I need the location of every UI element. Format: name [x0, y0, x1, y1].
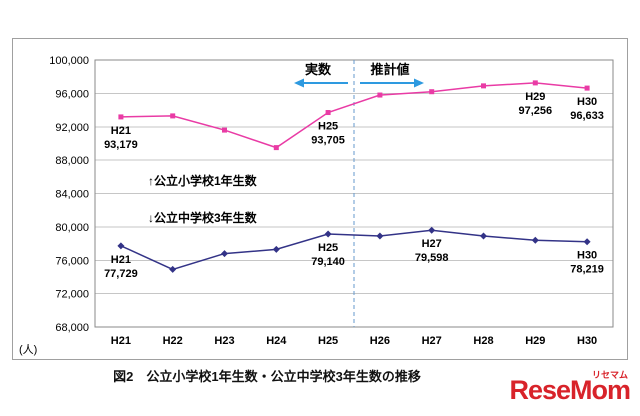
- y-tick-label: 100,000: [49, 55, 89, 67]
- data-point-marker: [273, 145, 279, 151]
- point-label-category: H21: [111, 125, 131, 137]
- x-tick-label: H26: [370, 335, 390, 347]
- y-tick-label: 72,000: [55, 289, 89, 301]
- point-label-category: H27: [422, 238, 442, 250]
- x-tick-label: H22: [163, 335, 183, 347]
- resemom-logo: リセマム ReseMom: [509, 368, 631, 405]
- data-point-marker: [221, 250, 228, 258]
- point-label-value: 77,729: [104, 268, 138, 280]
- point-label-category: H21: [111, 254, 131, 266]
- point-label-value: 93,179: [104, 139, 138, 151]
- y-tick-label: 84,000: [55, 189, 89, 201]
- x-tick-label: H23: [214, 335, 234, 347]
- data-point-marker: [325, 110, 331, 116]
- data-point-marker: [584, 85, 590, 91]
- y-tick-label: 76,000: [55, 255, 89, 267]
- data-point-marker: [480, 232, 487, 240]
- chart-caption: 図2 公立小学校1年生数・公立中学校3年生数の推移: [113, 369, 421, 384]
- point-label-value: 97,256: [518, 105, 552, 117]
- x-tick-label: H24: [266, 335, 287, 347]
- chart-area: 68,000 72,000 76,000 80,000 84,000 88,000 92,0…: [12, 38, 628, 360]
- line-chart-svg: 68,000 72,000 76,000 80,000 84,000 88,000 92,0…: [19, 55, 614, 356]
- data-point-marker: [531, 236, 539, 244]
- data-point-marker: [169, 265, 177, 273]
- y-tick-label: 80,000: [55, 222, 89, 234]
- data-point-marker: [117, 242, 125, 250]
- resemom-logo-ruby: リセマム: [591, 370, 628, 380]
- data-point-marker: [222, 127, 227, 133]
- x-tick-label: H21: [111, 335, 131, 347]
- estimate-arrow-head: [414, 78, 424, 88]
- x-tick-label: H28: [473, 335, 493, 347]
- data-point-marker: [272, 245, 280, 253]
- y-tick-label: 96,000: [55, 88, 89, 100]
- point-label-value: 79,598: [415, 252, 449, 264]
- data-point-marker: [377, 92, 383, 98]
- point-label-category: H25: [318, 242, 338, 254]
- y-tick-label: 92,000: [55, 122, 89, 134]
- data-point-marker: [118, 114, 124, 120]
- data-point-marker: [429, 89, 435, 95]
- data-point-marker: [428, 226, 436, 234]
- unit-label: (人): [19, 343, 37, 356]
- data-point-marker: [376, 232, 384, 240]
- x-tick-label: H25: [318, 335, 338, 347]
- point-label-category: H25: [318, 121, 338, 133]
- series-label-junior-high: ↓公立中学校3年生数: [148, 210, 258, 225]
- x-tick-label: H30: [577, 335, 597, 347]
- data-point-marker: [583, 238, 591, 246]
- data-point-marker: [170, 113, 176, 119]
- point-label-value: 93,705: [311, 135, 345, 147]
- y-tick-label: 88,000: [55, 155, 89, 167]
- annotation-actual: 実数: [305, 62, 332, 77]
- point-label-value: 79,140: [311, 256, 345, 268]
- x-tick-label: H29: [525, 335, 545, 347]
- point-label-value: 78,219: [570, 264, 604, 276]
- x-tick-label: H27: [422, 335, 442, 347]
- data-point-marker: [324, 230, 332, 238]
- point-label-category: H30: [577, 96, 597, 108]
- data-point-marker: [481, 83, 486, 89]
- y-tick-label: 68,000: [55, 322, 89, 334]
- series-label-elementary: ↑公立小学校1年生数: [148, 173, 258, 188]
- point-label-category: H29: [525, 91, 545, 103]
- point-label-category: H30: [577, 250, 597, 262]
- annotation-estimate: 推計値: [370, 62, 409, 77]
- resemom-logo-text: ReseMom: [509, 375, 631, 405]
- actual-arrow-head: [294, 78, 304, 88]
- series-line-0: [120, 82, 588, 149]
- data-point-marker: [532, 80, 538, 86]
- point-label-value: 96,633: [570, 110, 604, 122]
- series-line-1: [120, 229, 588, 271]
